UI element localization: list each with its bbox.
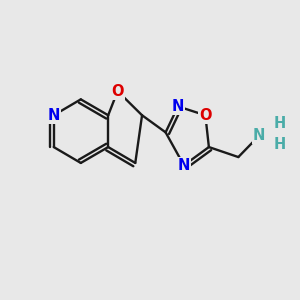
Text: N: N <box>172 99 184 114</box>
Text: N: N <box>178 158 190 173</box>
Text: N: N <box>47 108 60 123</box>
Text: N: N <box>253 128 265 143</box>
Text: H: H <box>273 116 286 131</box>
Text: O: O <box>111 84 124 99</box>
Text: H: H <box>274 136 286 152</box>
Text: O: O <box>199 108 212 123</box>
